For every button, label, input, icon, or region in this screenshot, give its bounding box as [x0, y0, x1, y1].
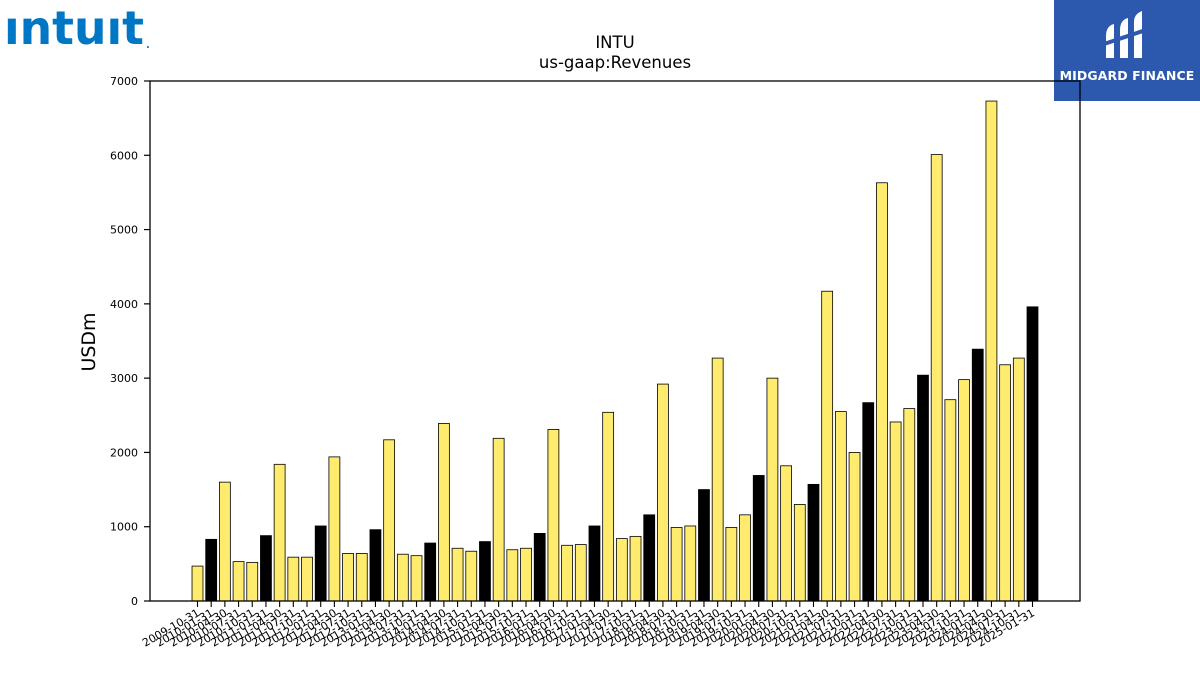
bar-quarter	[506, 549, 519, 602]
bar-quarter	[793, 504, 806, 602]
bar-annual	[752, 475, 765, 602]
bar-annual	[862, 402, 875, 602]
bar-quarter	[985, 100, 998, 602]
bar-quarter	[219, 481, 231, 602]
bar-quarter	[739, 514, 751, 602]
bar-quarter	[328, 456, 341, 602]
bar-annual	[643, 514, 656, 602]
bar-quarter	[766, 377, 779, 602]
bar-quarter	[465, 550, 478, 602]
bar-annual	[205, 538, 218, 602]
bar-annual	[260, 535, 272, 602]
bar-quarter	[1012, 357, 1025, 602]
bar-quarter	[451, 547, 464, 602]
bar-annual	[917, 374, 929, 602]
bar-quarter	[629, 535, 642, 602]
chart-title: INTU	[595, 33, 634, 52]
bar-quarter	[930, 154, 943, 602]
bar-quarter	[944, 399, 957, 602]
bar-quarter	[301, 556, 313, 602]
bar-quarter	[561, 544, 573, 602]
midgard-finance-badge: MIDGARD FINANCE	[1054, 0, 1200, 101]
bar-annual	[588, 525, 601, 602]
bar-quarter	[191, 565, 204, 602]
bar-annual	[698, 489, 710, 602]
bar-annual	[971, 348, 984, 602]
y-tick-label: 1000	[110, 521, 138, 534]
bar-quarter	[287, 556, 300, 602]
bar-quarter	[342, 553, 354, 602]
intuit-logo-wordmark: ıntuıt	[4, 4, 144, 50]
bar-quarter	[684, 525, 697, 602]
bar-annual	[369, 529, 382, 602]
x-axis-ticks: 2009-10-312010-01-312010-04-302010-07-31…	[140, 601, 1037, 650]
bar-quarter	[725, 527, 738, 602]
y-axis-ticks: 0 1000 2000 3000 4000 5000 6000 7000	[110, 75, 150, 608]
bar-quarter	[410, 555, 423, 602]
y-tick-label: 2000	[110, 446, 138, 459]
bar-quarter	[355, 553, 368, 602]
y-tick-label: 5000	[110, 224, 138, 237]
bar-quarter	[615, 538, 628, 602]
bar-quarter	[958, 379, 970, 602]
bar-quarter	[834, 411, 847, 602]
y-tick-label: 0	[131, 595, 138, 608]
bar-annual	[533, 533, 546, 602]
bar-quarter	[670, 527, 683, 602]
bar-quarter	[520, 547, 532, 602]
bar-quarter	[492, 437, 505, 602]
midgard-finance-badge-text: MIDGARD FINANCE	[1059, 68, 1195, 83]
y-tick-label: 4000	[110, 298, 138, 311]
bar-quarter	[821, 290, 834, 602]
midgard-logo-icon	[1103, 11, 1147, 58]
chart-subtitle: us-gaap:Revenues	[539, 53, 691, 72]
bar-quarter	[574, 544, 587, 602]
bar-quarter	[711, 357, 724, 602]
intuit-logo-registered-dot: .	[146, 40, 150, 50]
bar-annual	[424, 542, 437, 602]
bar-quarter	[273, 463, 286, 602]
y-tick-label: 3000	[110, 372, 138, 385]
intuit-logo: ıntuıt .	[4, 4, 150, 50]
bar-annual	[1026, 306, 1039, 602]
y-tick-label: 6000	[110, 149, 138, 162]
bar-quarter	[602, 411, 615, 602]
bar-quarter	[438, 423, 450, 602]
bar-quarter	[547, 428, 560, 602]
y-axis-label: USDm	[78, 312, 100, 371]
bar-quarter	[657, 383, 669, 602]
bar-annual	[314, 525, 327, 602]
bar-quarter	[383, 439, 396, 602]
bar-annual	[479, 541, 491, 602]
plot-frame	[149, 80, 1081, 602]
bar-quarter	[246, 561, 259, 602]
bar-series	[191, 100, 1039, 602]
bar-quarter	[232, 561, 245, 602]
y-tick-label: 7000	[110, 75, 138, 88]
bar-quarter	[876, 182, 888, 602]
bar-quarter	[396, 553, 409, 602]
bar-quarter	[999, 364, 1011, 602]
bar-quarter	[780, 465, 792, 602]
bar-quarter	[848, 452, 861, 602]
bar-quarter	[903, 408, 916, 602]
bar-annual	[807, 483, 820, 602]
bar-quarter	[889, 421, 902, 602]
